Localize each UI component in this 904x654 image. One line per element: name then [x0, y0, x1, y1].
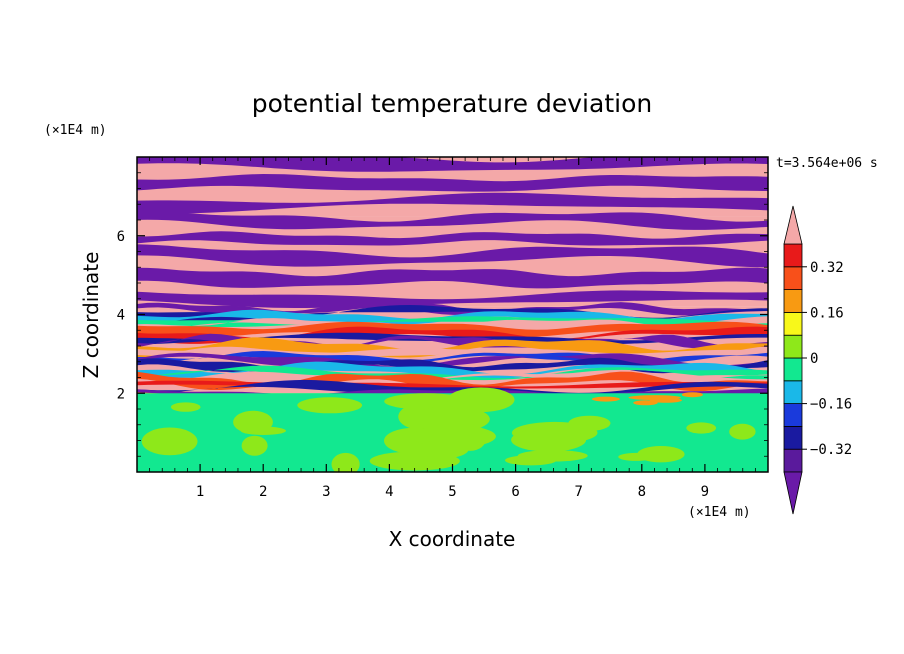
field-patch	[591, 396, 620, 402]
field-band	[137, 244, 768, 268]
field-band	[137, 365, 768, 381]
colorbar-tick-label: 0.16	[810, 305, 844, 321]
x-tick-label: 6	[511, 484, 519, 500]
field-patch	[729, 423, 756, 440]
y-tick-label: 6	[117, 229, 125, 245]
field-band	[137, 174, 768, 192]
x-tick-label: 1	[196, 484, 204, 500]
chart-title: potential temperature deviation	[252, 89, 652, 118]
field-patch	[681, 392, 703, 398]
x-tick-label: 4	[385, 484, 393, 500]
field-band	[137, 371, 768, 392]
field-band	[137, 337, 768, 358]
time-label: t=3.564e+06 s	[776, 156, 878, 171]
colorbar-tick-label: −0.32	[810, 442, 852, 458]
colorbar-swatch	[783, 403, 803, 427]
colorbar: 0.32 0.16 0 −0.16 −0.32	[783, 205, 852, 515]
colorbar-swatch	[783, 266, 803, 290]
y-tick-label: 2	[117, 386, 125, 402]
field-patch	[649, 397, 682, 403]
contour-field	[137, 157, 768, 472]
x-unit-label: (×1E4 m)	[688, 505, 751, 520]
field-patch	[233, 410, 273, 434]
field-band	[137, 379, 768, 398]
colorbar-swatch	[783, 380, 803, 404]
colorbar-swatch	[783, 448, 803, 473]
colorbar-tick-label: 0	[810, 351, 818, 367]
field-patch	[511, 428, 587, 452]
colorbar-swatch	[783, 425, 803, 450]
field-patch	[331, 452, 360, 472]
x-axis: 1 2 3 4 5 6 7 8 9	[149, 157, 756, 500]
colorbar-over-arrow	[783, 205, 803, 245]
colorbar-swatch	[783, 243, 803, 268]
field-band	[137, 192, 768, 214]
x-axis-label: X coordinate	[389, 527, 516, 551]
colorbar-swatch	[783, 311, 803, 336]
field-band	[137, 326, 768, 344]
field-patch	[637, 446, 685, 463]
field-patch	[447, 387, 515, 413]
field-patch	[517, 450, 588, 462]
colorbar-swatch	[783, 334, 803, 359]
field-patch	[384, 393, 469, 410]
field-band	[137, 318, 768, 331]
colorbar-tick-label: 0.32	[810, 260, 844, 276]
field-patch	[297, 397, 363, 414]
colorbar-tick-label: −0.16	[810, 397, 852, 413]
y-axis-label: Z coordinate	[79, 252, 103, 379]
field-patch	[170, 402, 201, 412]
x-tick-label: 3	[322, 484, 330, 500]
field-patch	[633, 400, 658, 406]
field-band	[137, 267, 768, 289]
y-tick-label: 4	[117, 308, 125, 324]
field-band	[137, 290, 768, 308]
field-band	[137, 210, 768, 230]
field-patch	[412, 406, 490, 433]
colorbar-swatch	[783, 289, 803, 313]
y-unit-label: (×1E4 m)	[44, 123, 107, 138]
x-tick-label: 9	[701, 484, 709, 500]
field-patch	[417, 440, 469, 459]
field-patch	[686, 422, 717, 434]
colorbar-swatch	[783, 357, 803, 382]
field-patch	[141, 427, 198, 456]
field-patch	[241, 435, 268, 456]
x-tick-label: 5	[448, 484, 456, 500]
y-axis: 2 4 6	[117, 172, 768, 457]
x-tick-label: 7	[574, 484, 582, 500]
x-tick-label: 8	[638, 484, 646, 500]
field-band	[137, 361, 768, 380]
x-tick-label: 2	[259, 484, 267, 500]
field-band	[137, 231, 768, 246]
colorbar-under-arrow	[783, 471, 803, 515]
